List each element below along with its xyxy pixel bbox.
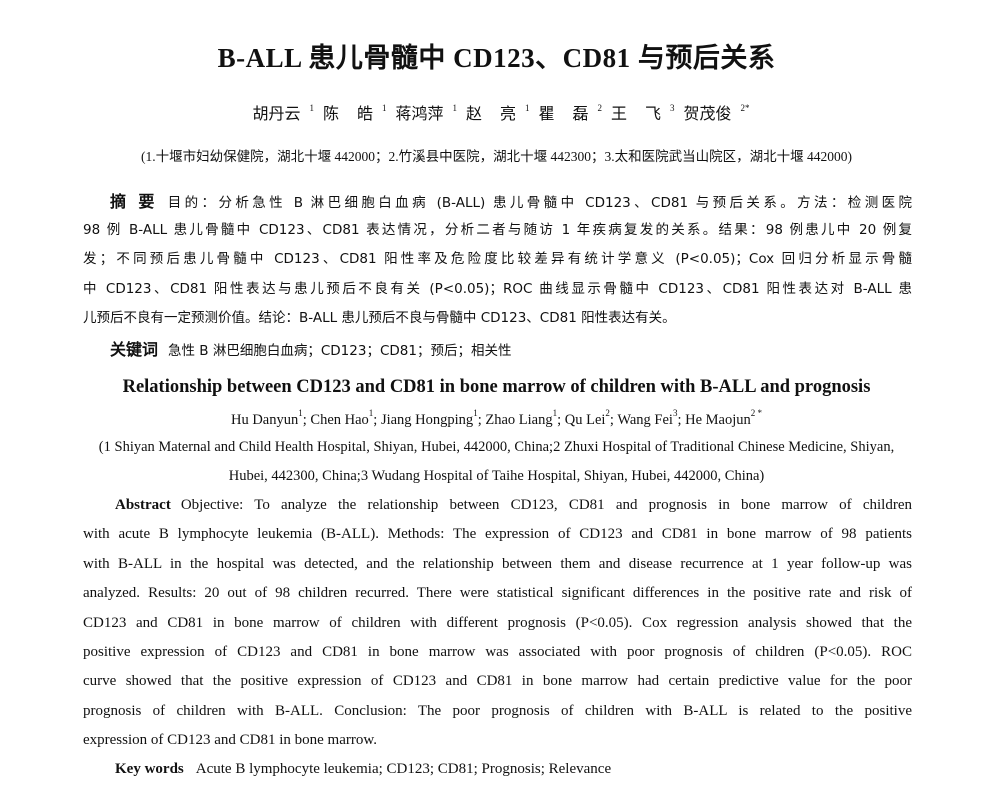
keywords-text: 急性 B 淋巴细胞白血病；CD123；CD81；预后；相关性: [168, 343, 512, 359]
abstract-line: expression of CD123 and CD81 in bone mar…: [83, 732, 912, 752]
author-affil-sup: 2: [605, 408, 610, 418]
author: 陈 皓: [322, 106, 373, 123]
keywords-en: Key words Acute B lymphocyte leukemia; CD…: [115, 761, 944, 781]
affiliation-cn: (1.十堰市妇幼保健院，湖北十堰 442000；2.竹溪县中医院，湖北十堰 44…: [141, 149, 852, 164]
abstract-line: 98 例 B-ALL 患儿骨髓中 CD123、CD81 表达情况，分析二者与随访…: [83, 218, 912, 238]
abstract-text: 中 CD123、CD81 阳性表达与患儿预后不良有关 (P<0.05)；ROC …: [83, 280, 912, 297]
abstract-text: with B-ALL in the hospital was detected,…: [83, 555, 912, 572]
abstract-line: 发；不同预后患儿骨髓中 CD123、CD81 阳性率及危险度比较差异有统计学意义…: [83, 247, 912, 267]
author: 瞿 磊: [538, 106, 589, 123]
keywords-label: Key words: [115, 761, 184, 777]
abstract-label: Abstract: [115, 497, 171, 513]
author-entry: Hu Danyun1;: [230, 408, 311, 428]
abstract-line: curve showed that the positive expressio…: [83, 673, 912, 693]
author-entry: 蒋鸿萍 1: [386, 103, 457, 123]
author: 王 飞: [611, 106, 662, 123]
author-affil-sup: 1: [381, 103, 387, 113]
author-entry: Jiang Hongping1;: [380, 408, 486, 428]
author: 贺茂俊: [683, 106, 732, 123]
abstract-text: Objective: To analyze the relationship b…: [180, 497, 912, 513]
author: Hu Danyun: [230, 412, 299, 428]
author-affil-sup: 1: [368, 408, 374, 418]
abstract-text: with acute B lymphocyte leukemia (B-ALL)…: [83, 526, 912, 543]
author-entry: 胡丹云 1: [243, 103, 314, 123]
author-affil-sup: 1: [525, 103, 530, 113]
abstract-line: prognosis of children with B-ALL. Conclu…: [83, 703, 912, 723]
affiliation-en-line: (1 Shiyan Maternal and Child Health Hosp…: [98, 439, 895, 455]
keywords-text: Acute B lymphocyte leukemia; CD123; CD81…: [195, 761, 612, 777]
abstract-line: with acute B lymphocyte leukemia (B-ALL)…: [83, 526, 912, 546]
affiliation-en-line: Hubei, 442300, China;3 Wudang Hospital o…: [228, 468, 765, 484]
abstract-line: analyzed. Results: 20 out of 98 children…: [83, 585, 912, 605]
author-entry: 陈 皓 1: [314, 103, 387, 123]
abstract-text: 儿预后不良有一定预测价值。结论：B-ALL 患儿预后不良与骨髓中 CD123、C…: [83, 310, 676, 327]
authors-en: Hu Danyun1; Chen Hao1; Jiang Hongping1; …: [0, 408, 993, 429]
author-entry: 王 飞 3: [602, 103, 675, 123]
abstract-text: 98 例 B-ALL 患儿骨髓中 CD123、CD81 表达情况，分析二者与随访…: [83, 221, 912, 238]
abstract-line: 儿预后不良有一定预测价值。结论：B-ALL 患儿预后不良与骨髓中 CD123、C…: [83, 306, 912, 326]
author-entry: Zhao Liang1;: [485, 408, 565, 428]
abstract-label: 摘 要: [110, 192, 158, 211]
authors-cn: 胡丹云 1 陈 皓 1 蒋鸿萍 1 赵 亮 1 瞿 磊 2 王 飞 3 贺茂俊 2*: [0, 100, 993, 124]
author-affil-sup: 2: [597, 103, 603, 113]
author-affil-sup: 2*: [740, 103, 750, 113]
keywords-cn: 关键词 急性 B 淋巴细胞白血病；CD123；CD81；预后；相关性: [110, 336, 939, 359]
author: He Maojun: [685, 412, 751, 428]
author-entry: 贺茂俊 2*: [675, 103, 750, 123]
abstract-line: positive expression of CD123 and CD81 in…: [83, 644, 912, 664]
abstract-line: 中 CD123、CD81 阳性表达与患儿预后不良有关 (P<0.05)；ROC …: [83, 277, 912, 297]
abstract-line: with B-ALL in the hospital was detected,…: [83, 556, 912, 576]
abstract-text: 发；不同预后患儿骨髓中 CD123、CD81 阳性率及危险度比较差异有统计学意义…: [83, 251, 912, 268]
author-entry: Qu Lei2;: [564, 408, 618, 428]
abstract-text: 目的：分析急性 B 淋巴细胞白血病 (B-ALL) 患儿骨髓中 CD123、CD…: [167, 195, 912, 211]
author: Qu Lei: [564, 412, 606, 428]
author-entry: Chen Hao1;: [310, 408, 381, 428]
author-affil-sup: 1: [452, 103, 457, 113]
author: Chen Hao: [310, 412, 369, 428]
paper-title-en: Relationship between CD123 and CD81 in b…: [122, 377, 871, 397]
author: 蒋鸿萍: [395, 106, 444, 123]
keywords-label: 关键词: [110, 340, 159, 359]
author: Wang Fei: [617, 412, 673, 428]
abstract-text: CD123 and CD81 in bone marrow of childre…: [83, 614, 912, 631]
author-affil-sup: 1: [552, 408, 558, 418]
author-entry: Wang Fei3;: [617, 408, 686, 428]
author-affil-sup: 1: [473, 408, 478, 418]
author: Zhao Liang: [485, 412, 553, 428]
author-entry: 瞿 磊 2: [530, 103, 603, 123]
abstract-line: 摘 要目的：分析急性 B 淋巴细胞白血病 (B-ALL) 患儿骨髓中 CD123…: [110, 188, 912, 211]
author-affil-sup: 3: [670, 103, 675, 113]
author-entry: 赵 亮 1: [457, 103, 530, 123]
abstract-text: analyzed. Results: 20 out of 98 children…: [83, 585, 912, 602]
author-affil-sup: 3: [672, 408, 678, 418]
author: 赵 亮: [465, 106, 516, 123]
abstract-line: CD123 and CD81 in bone marrow of childre…: [83, 615, 912, 635]
author-entry: He Maojun2 *: [685, 408, 762, 428]
author-affil-sup: 1: [298, 408, 303, 418]
author: 胡丹云: [252, 106, 301, 123]
abstract-text: positive expression of CD123 and CD81 in…: [83, 644, 912, 660]
abstract-text: expression of CD123 and CD81 in bone mar…: [83, 732, 377, 749]
author: Jiang Hongping: [380, 412, 474, 428]
abstract-text: prognosis of children with B-ALL. Conclu…: [83, 702, 912, 719]
abstract-line: Abstract Objective: To analyze the relati…: [115, 497, 912, 517]
abstract-text: curve showed that the positive expressio…: [83, 673, 912, 690]
author-affil-sup: 1: [309, 103, 314, 113]
author-affil-sup: 2 *: [750, 408, 762, 418]
paper-title: B-ALL 患儿骨髓中 CD123、CD81 与预后关系: [217, 43, 776, 73]
